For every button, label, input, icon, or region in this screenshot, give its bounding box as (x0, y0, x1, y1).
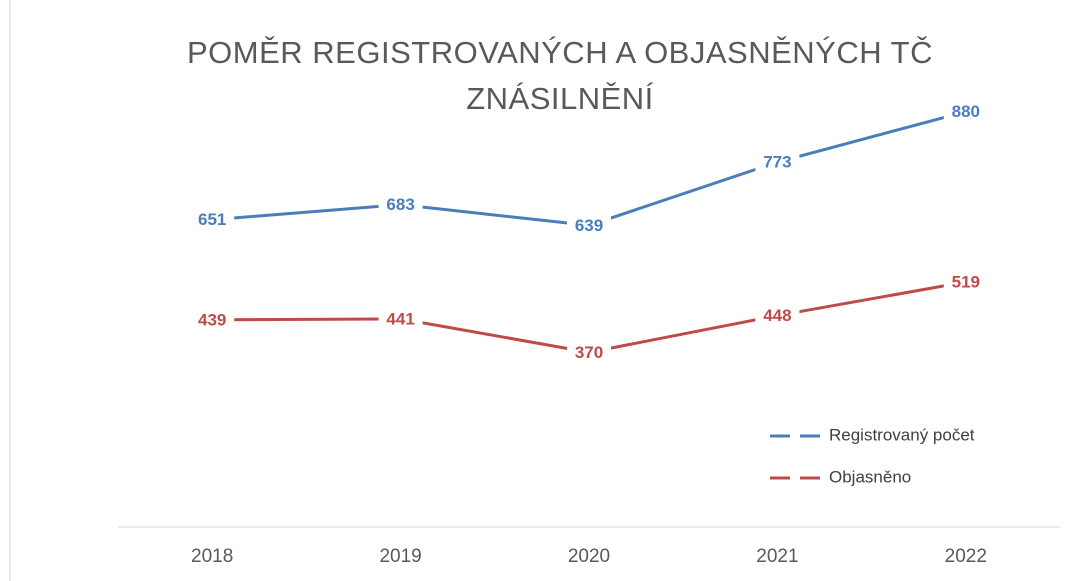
label-bg (378, 192, 423, 217)
line (212, 110, 967, 227)
data-label: 651 (198, 210, 226, 229)
data-label: 439 (198, 310, 226, 329)
label-bg (567, 340, 611, 365)
label-bg (943, 99, 988, 124)
x-tick-label: 2021 (756, 546, 798, 567)
data-label: 441 (386, 309, 414, 328)
label-bg (190, 207, 235, 232)
x-tick-label: 2022 (945, 546, 987, 567)
label-bg (943, 270, 988, 295)
data-label: 773 (763, 153, 791, 172)
label-bg (190, 307, 235, 332)
x-tick-label: 2020 (568, 546, 610, 567)
label-bg (567, 213, 611, 238)
data-label: 683 (386, 195, 414, 214)
data-label: 448 (763, 306, 791, 325)
x-tick-label: 2019 (379, 546, 421, 567)
data-label: 880 (952, 102, 980, 121)
label-bg (378, 306, 423, 331)
legend-label: Registrovaný počet (829, 425, 975, 444)
x-tick-label: 2018 (191, 546, 233, 567)
legend-label: Objasněno (829, 467, 911, 486)
chart-title: POMĚR REGISTROVANÝCH A OBJASNĚNÝCH TČ ZN… (187, 35, 933, 116)
data-label: 639 (575, 216, 603, 235)
label-bg (755, 150, 800, 175)
data-label: 519 (952, 273, 980, 292)
label-bg (755, 303, 800, 328)
data-label: 370 (575, 343, 603, 362)
